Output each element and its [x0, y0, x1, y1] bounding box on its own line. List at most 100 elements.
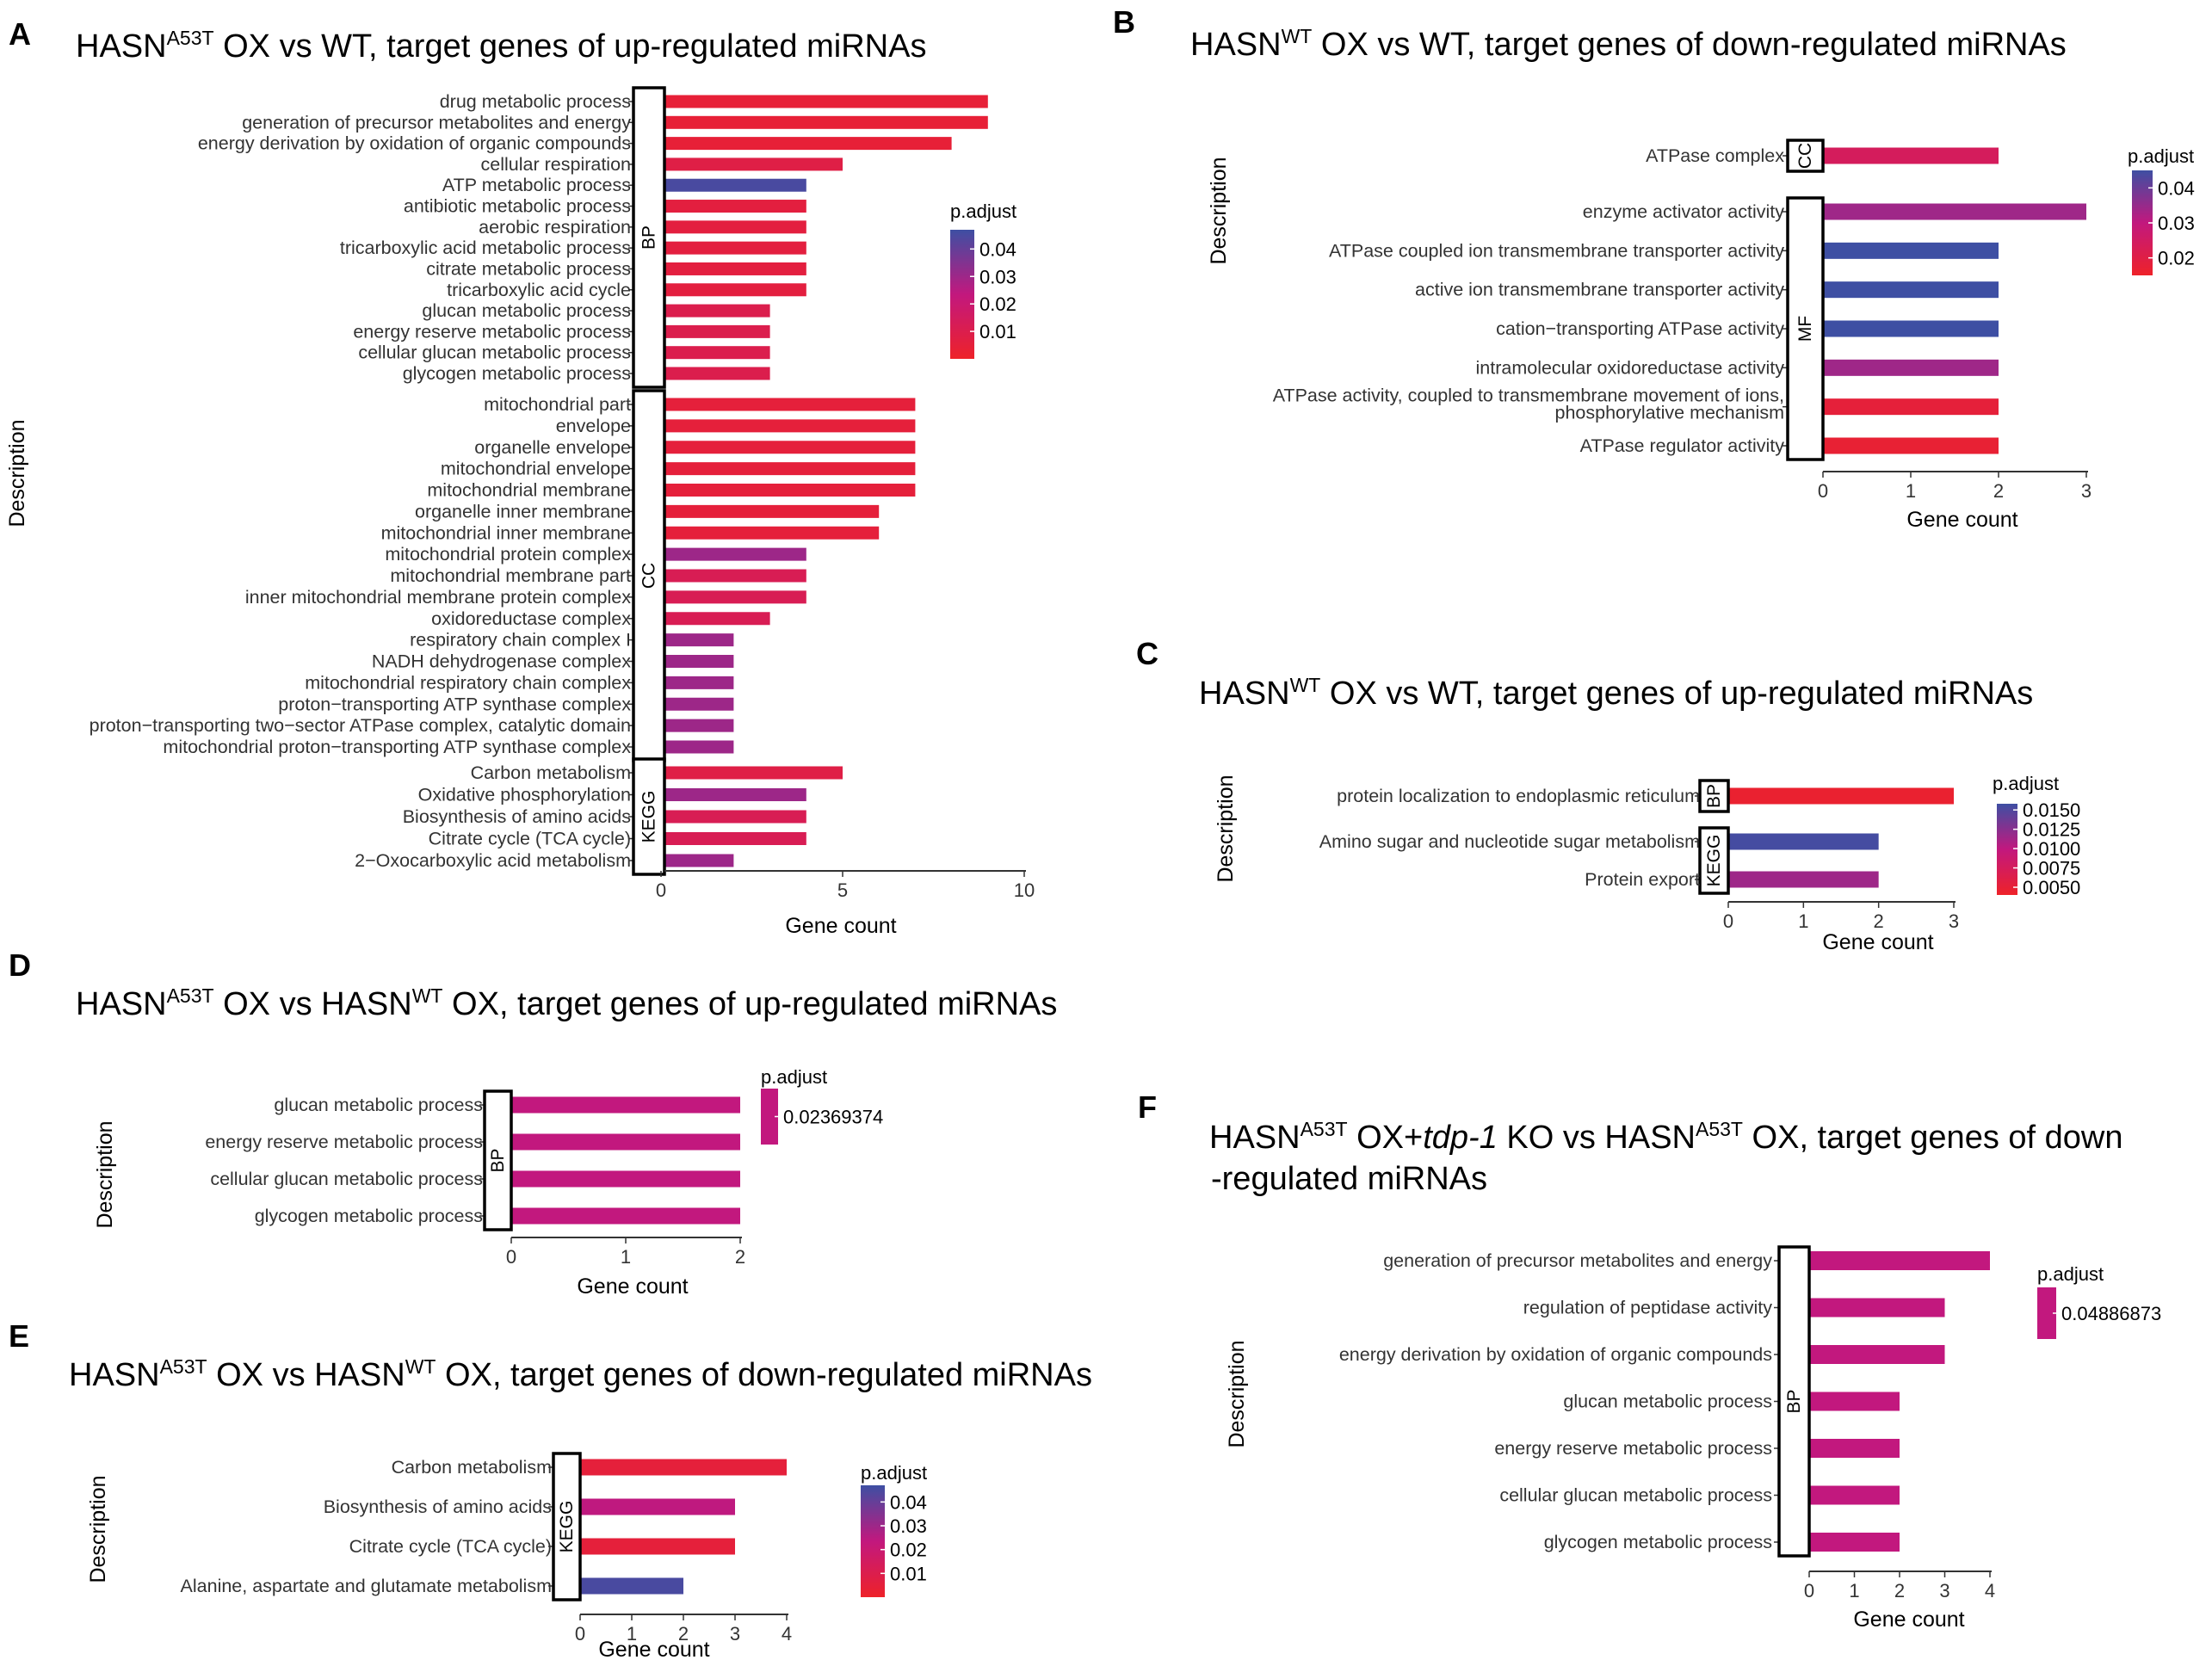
chart-a-category-label: drug metabolic process: [440, 91, 631, 112]
chart-e-xtick-label: 4: [782, 1623, 792, 1645]
chart-a-bar: [661, 697, 734, 711]
chart-b-xtick-label: 3: [2081, 480, 2092, 502]
chart-d-legend-title: p.adjust: [761, 1066, 827, 1088]
chart-a-xtick-label: 0: [656, 879, 666, 901]
chart-b-facet-box: [1786, 139, 1825, 173]
chart-a-title-part: OX vs WT, target genes of up-regulated m…: [214, 28, 927, 65]
chart-a-bar: [661, 137, 952, 151]
chart-e-legend-tick-label: 0.03: [890, 1515, 927, 1537]
chart-b-xtick-label: 2: [1993, 480, 2004, 502]
chart-e-legend-tick-label: 0.02: [890, 1540, 927, 1561]
chart-f-category-label: glycogen metabolic process: [1544, 1532, 1772, 1552]
chart-a-bar: [661, 283, 806, 297]
chart-a-bar: [661, 157, 843, 171]
chart-e-legend-tick-label: 0.01: [890, 1563, 927, 1584]
chart-c-x-axis-label: Gene count: [1822, 930, 1933, 954]
chart-b-facet-label: CC: [1795, 143, 1815, 169]
chart-d-x-axis-label: Gene count: [577, 1274, 688, 1299]
chart-f-title-part: OX+: [1348, 1120, 1424, 1156]
chart-e-panel-label: E: [9, 1318, 29, 1354]
chart-a-panel-label: A: [9, 16, 31, 52]
chart-f-title-part: OX, target genes of down: [1743, 1120, 2123, 1156]
chart-b-panel-label: B: [1113, 4, 1135, 40]
chart-a-category-label: respiratory chain complex I: [410, 630, 631, 651]
chart-c-category-label: protein localization to endoplasmic reti…: [1337, 786, 1700, 806]
chart-f-category-label: cellular glucan metabolic process: [1499, 1485, 1772, 1506]
chart-a-bar: [661, 612, 770, 626]
chart-a-category-label: energy derivation by oxidation of organi…: [198, 133, 631, 154]
chart-a-category-label: mitochondrial membrane part: [390, 565, 631, 586]
chart-c-legend-tick-label: 0.0100: [2023, 838, 2080, 860]
chart-f-facet-box: [1777, 1245, 1811, 1558]
chart-b-title-part: OX vs WT, target genes of down-regulated…: [1312, 27, 2066, 63]
chart-d-title-part: OX, target genes of up-regulated miRNAs: [442, 986, 1057, 1022]
chart-e-title-part: A53T: [160, 1355, 207, 1378]
chart-f-title: HASNA53T OX+tdp-1 KO vs HASNA53T OX, tar…: [1209, 1118, 2122, 1156]
chart-f-title-part: A53T: [1301, 1118, 1348, 1140]
chart-e-bar: [580, 1459, 787, 1476]
chart-f-bar: [1809, 1439, 1900, 1458]
chart-e-bar: [580, 1498, 735, 1515]
chart-a-category-label: mitochondrial inner membrane: [381, 522, 631, 543]
chart-a-bar: [661, 241, 806, 255]
chart-c-legend-title: p.adjust: [1993, 773, 2059, 794]
chart-a-y-axis-label: Description: [5, 419, 29, 527]
chart-c-facet-label: BP: [1704, 784, 1724, 808]
chart-c-bar: [1728, 833, 1879, 850]
chart-a-category-label: aerobic respiration: [479, 217, 631, 238]
chart-e-xtick-label: 0: [575, 1623, 585, 1645]
chart-f-xtick-label: 3: [1939, 1580, 1949, 1601]
chart-d-title-part: A53T: [167, 984, 214, 1007]
chart-d-title-part: WT: [412, 984, 443, 1007]
chart-d-y-axis-label: Description: [93, 1120, 117, 1228]
chart-b-title-part: WT: [1282, 25, 1313, 47]
chart-a-bar: [661, 590, 806, 604]
chart-a-bar: [661, 398, 916, 411]
chart-d-panel-label: D: [9, 947, 31, 983]
chart-b-facet-box: [1786, 196, 1825, 461]
chart-f-y-axis-label: Description: [1225, 1340, 1249, 1447]
chart-e-title: HASNA53T OX vs HASNWT OX, target genes o…: [69, 1355, 1092, 1393]
chart-a-bar: [661, 346, 770, 360]
chart-f-xtick-label: 0: [1804, 1580, 1814, 1601]
chart-a-bar: [661, 367, 770, 380]
chart-a-category-label: mitochondrial membrane: [427, 480, 631, 501]
chart-b-category-label: ATPase complex: [1646, 145, 1784, 166]
chart-a-category-label: tricarboxylic acid cycle: [447, 280, 631, 300]
chart-c: [1695, 779, 2017, 908]
chart-f-title-part: HASN: [1209, 1120, 1301, 1156]
chart-b-bar: [1823, 359, 1999, 376]
chart-a-bar: [661, 547, 806, 561]
chart-b-category-label: ATPase activity, coupled to transmembran…: [1273, 386, 1784, 423]
chart-c-xtick-label: 2: [1874, 910, 1884, 932]
chart-c-xtick-label: 1: [1798, 910, 1808, 932]
chart-b-x-axis-label: Gene count: [1906, 508, 2017, 532]
chart-b-category-label: enzyme activator activity: [1583, 201, 1784, 222]
chart-a-bar: [661, 220, 806, 234]
chart-a-bar: [661, 504, 880, 518]
chart-a-category-label: mitochondrial protein complex: [385, 544, 631, 565]
chart-a-bar: [661, 304, 770, 318]
chart-f-xtick-label: 4: [1985, 1580, 1995, 1601]
chart-b-legend-tick-label: 0.04: [2158, 177, 2195, 199]
chart-a-bar: [661, 324, 770, 338]
chart-d-xtick-label: 1: [621, 1246, 631, 1268]
chart-a-facet-box: [632, 757, 666, 876]
chart-b-bar: [1823, 147, 1999, 164]
chart-e-facet-box: [552, 1452, 582, 1601]
chart-a-category-label: mitochondrial proton−transporting ATP sy…: [163, 737, 631, 757]
chart-a-legend-tick-label: 0.04: [979, 238, 1016, 260]
chart-f-bar: [1809, 1251, 1990, 1270]
chart-f-legend-title: p.adjust: [2037, 1263, 2104, 1285]
chart-d-category-label: cellular glucan metabolic process: [210, 1169, 483, 1189]
chart-b-xtick-label: 0: [1818, 480, 1828, 502]
chart-f-bar: [1809, 1533, 1900, 1552]
chart-d-legend-tick-label: 0.02369374: [783, 1107, 883, 1128]
chart-e-xtick-label: 3: [730, 1623, 740, 1645]
chart-a-category-label: oxidoreductase complex: [431, 608, 631, 629]
chart-a-x-axis-label: Gene count: [785, 914, 896, 938]
chart-f-bar: [1809, 1345, 1945, 1364]
chart-a-category-label: mitochondrial part: [484, 394, 631, 415]
chart-a: [628, 86, 1026, 877]
chart-b-facet-label: MF: [1795, 316, 1815, 342]
